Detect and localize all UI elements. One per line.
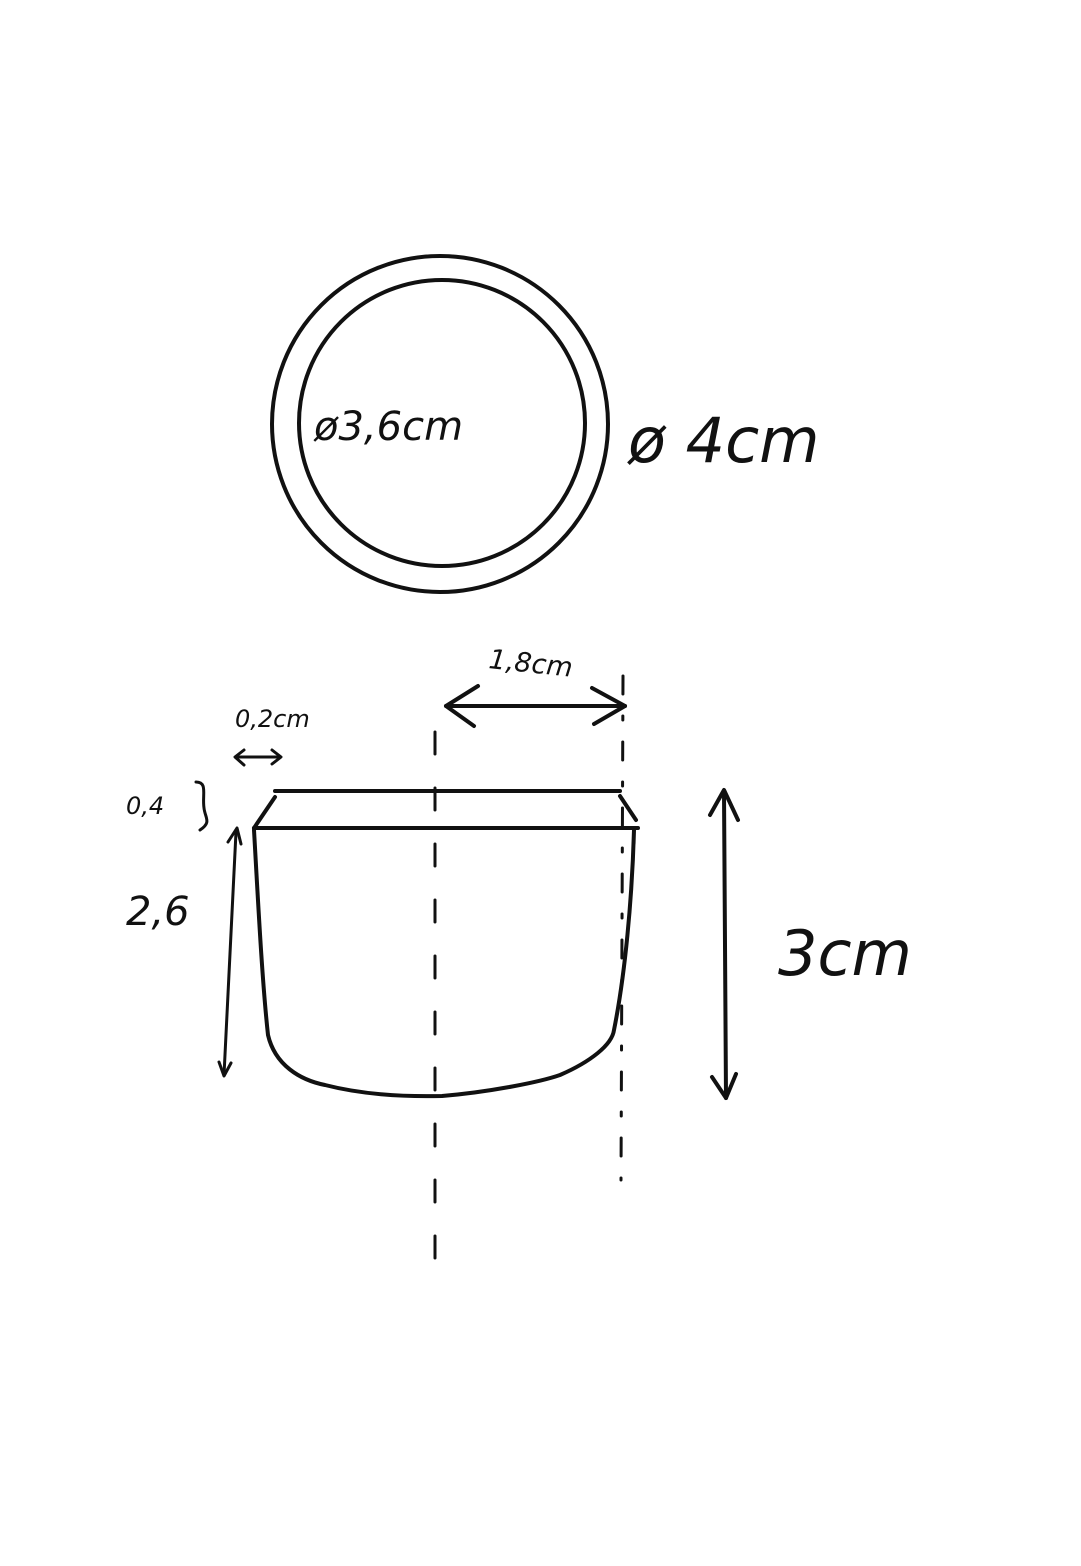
top-view: ø3,6cm ø 4cm (270, 254, 820, 594)
body-height-label: 2,6 (126, 889, 190, 935)
inner-circle (297, 278, 587, 568)
wall-arrow-right (270, 748, 283, 766)
radius-label: 1,8cm (487, 644, 574, 684)
inner-diameter-label: ø3,6cm (313, 404, 463, 450)
outer-circle (270, 254, 610, 594)
total-height-label: 3cm (778, 917, 912, 990)
radius-arrow-left (444, 684, 480, 728)
body-height-arrow-bottom (217, 1060, 233, 1078)
side-view: 1,8cm 0,2cm 0,4 2,6 3cm (126, 644, 912, 1287)
wall-label: 0,2cm (235, 705, 310, 733)
rim-right-chamfer (618, 794, 638, 822)
rim-left-chamfer (252, 795, 277, 830)
outer-edge-axis (619, 674, 625, 1182)
total-height-arrow-bottom (710, 1072, 738, 1100)
rim-height-label: 0,4 (126, 792, 164, 820)
cup-body-outline (252, 828, 636, 1099)
total-height-arrow-top (708, 788, 740, 822)
total-height-line (722, 790, 728, 1100)
outer-diameter-label: ø 4cm (627, 404, 820, 477)
body-height-arrow-top (226, 826, 243, 846)
body-height-line (222, 830, 238, 1077)
rim-height-bracket (194, 780, 209, 832)
radius-arrow-right (590, 686, 627, 726)
wall-arrow-left (233, 748, 246, 767)
